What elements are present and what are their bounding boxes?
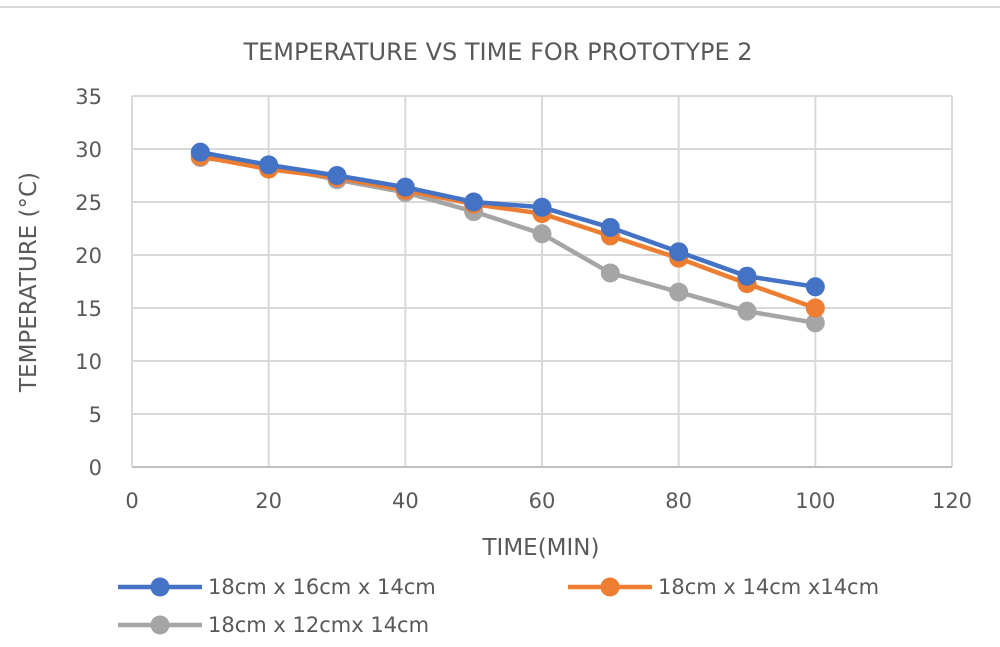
y-tick-label: 30	[75, 138, 102, 162]
x-tick-label: 100	[795, 489, 835, 513]
data-point	[532, 197, 552, 217]
top-border	[0, 6, 1000, 8]
data-point	[805, 298, 825, 318]
y-tick-label: 25	[75, 191, 102, 215]
legend-marker	[600, 577, 620, 597]
series-line	[200, 155, 816, 326]
legend: 18cm x 16cm x 14cm 18cm x 14cm x14cm 18cm …	[118, 575, 879, 637]
legend-item: 18cm x 16cm x 14cm	[118, 575, 436, 599]
legend-marker	[150, 615, 170, 635]
series-1	[190, 142, 825, 297]
legend-label: 18cm x 12cmx 14cm	[208, 613, 429, 637]
data-point	[600, 217, 620, 237]
x-tick-label: 20	[255, 489, 282, 513]
legend-label: 18cm x 16cm x 14cm	[208, 575, 436, 599]
data-point	[327, 166, 347, 185]
data-point	[600, 263, 620, 283]
data-point	[737, 301, 757, 321]
data-point	[805, 277, 825, 297]
data-point	[395, 177, 415, 197]
x-tick-labels: 0 20 40 60 80 100 120	[125, 489, 972, 513]
legend-item: 18cm x 14cm x14cm	[568, 575, 879, 599]
data-point	[464, 192, 484, 212]
y-axis-title: TEMPERATURE (°C)	[16, 172, 42, 393]
y-tick-label: 35	[75, 85, 102, 109]
x-tick-label: 80	[665, 489, 692, 513]
legend-item: 18cm x 12cmx 14cm	[118, 613, 429, 637]
data-point	[669, 282, 689, 302]
legend-label: 18cm x 14cm x14cm	[658, 575, 879, 599]
data-point	[532, 224, 552, 244]
x-tick-label: 60	[529, 489, 556, 513]
data-point	[737, 266, 757, 286]
data-point	[259, 155, 279, 175]
data-point	[805, 313, 825, 333]
axes	[131, 96, 952, 468]
y-tick-labels: 0 5 10 15 20 25 30 35	[75, 85, 102, 480]
series-layer	[190, 142, 825, 333]
x-tick-label: 0	[125, 489, 138, 513]
y-tick-label: 0	[89, 456, 102, 480]
x-tick-label: 40	[392, 489, 419, 513]
y-tick-label: 10	[75, 350, 102, 374]
series-line	[199, 154, 817, 311]
y-tick-label: 20	[75, 244, 102, 268]
x-axis-title: TIME(MIN)	[482, 535, 600, 561]
data-point	[190, 142, 210, 162]
series-3	[190, 147, 825, 333]
gridlines	[132, 95, 953, 467]
x-tick-label: 120	[932, 489, 972, 513]
legend-marker	[150, 577, 170, 597]
data-point	[669, 242, 689, 262]
series-2	[190, 146, 825, 318]
series-line	[199, 149, 816, 290]
chart-title: TEMPERATURE VS TIME FOR PROTOTYPE 2	[242, 38, 752, 66]
y-tick-label: 5	[89, 403, 102, 427]
y-tick-label: 15	[75, 297, 102, 321]
